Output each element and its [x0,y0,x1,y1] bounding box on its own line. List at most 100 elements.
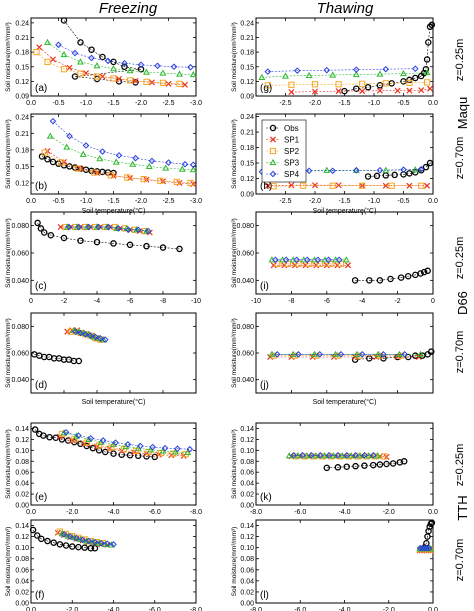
panel-label: (g) [260,83,272,94]
data-point [148,79,156,86]
data-point [181,81,189,88]
panel-label: (d) [35,380,47,391]
data-point [337,351,345,358]
panel-label: (i) [260,281,269,292]
data-point [124,441,132,448]
data-point [325,256,332,264]
x-tick-label: -1.0 [368,100,380,107]
data-point [93,73,101,80]
data-point [361,462,368,469]
data-point [381,453,388,460]
x-tick-label: -0.5 [52,198,64,205]
x-tick-label: -3.0 [190,100,202,107]
site-label-maqu: Maqu [455,97,470,130]
data-point [342,256,350,263]
data-point [335,182,342,189]
y-tick-label: 0.24 [15,20,29,27]
x-tick-label: 0.0 [26,607,36,611]
data-point [420,268,428,276]
data-point [121,60,128,67]
x-tick-label: -6.0 [294,607,306,611]
data-point [64,437,72,444]
series-sp2 [41,149,194,187]
series-line [50,135,194,170]
data-point [174,445,181,453]
panel-h: 0.09 0.12 0.15 0.18 0.21 0.24 -2.5 -2.0 -1.5 -1.0… [231,113,438,215]
data-point [406,79,413,86]
data-point [126,67,134,74]
data-point [391,171,398,179]
data-point [426,159,434,167]
y-tick-label: 0.080 [236,324,254,331]
y-tick-label: 0.12 [15,79,29,86]
data-point [66,132,73,140]
y-tick-label: 0.04 [240,578,254,585]
y-tick-label: 0.02 [15,492,29,499]
data-point [162,164,170,171]
x-tick-label: 0 [29,298,33,305]
data-point [382,80,389,87]
data-point [29,526,37,534]
plot-frame [30,312,197,394]
legend-entry: SP2 [284,147,300,156]
series-sp4 [72,328,109,343]
data-point [285,452,293,459]
y-axis-label: Soil moisture(mm³/mm³) [5,119,12,189]
data-point [293,256,301,264]
series-line [67,329,103,340]
data-point [131,449,138,456]
data-point [323,262,330,269]
data-point [299,451,306,459]
panel-k: 0.00 0.02 0.04 0.06 0.08 0.10 0.12 0.14 -8.0 -6.0… [231,422,438,516]
series-sp4 [55,41,194,71]
data-point [41,149,48,156]
x-tick-label: -2.5 [162,198,174,205]
y-tick-label: 0.06 [15,567,29,574]
x-tick-label: 0 [431,298,435,305]
data-point [380,351,387,358]
y-tick-label: 0.09 [240,192,254,199]
data-point [165,159,172,166]
series-line [63,432,188,453]
plot-frame [255,211,434,295]
x-tick-label: -8 [160,298,166,305]
x-tick-label: -2 [61,298,67,305]
data-point [335,81,342,88]
plot-frame [255,422,434,506]
data-point [81,544,88,551]
data-point [389,460,397,467]
panel-i: 0.040 0.060 0.080 -10 -8 -6 -4 -2 0 Soil moisture… [231,211,435,305]
x-axis-label: Soil temperature(°C) [313,398,377,406]
data-point [316,451,324,459]
series-line [47,150,194,185]
panel-f: 0.00 0.02 0.04 0.06 0.08 0.10 0.12 0.14 0.0 -2.0 -… [5,519,202,611]
data-point [88,46,95,53]
x-tick-label: -0.5 [397,198,409,205]
series-obs [31,426,158,461]
data-point [352,66,360,73]
data-point [44,155,51,163]
x-tick-label: -2.0 [309,100,321,107]
data-point [91,544,99,552]
data-point [335,256,343,264]
data-point [159,79,167,86]
data-point [295,351,302,358]
x-tick-label: -1.0 [80,100,92,107]
y-axis-label: Soil moisture(mm³/mm³) [231,218,238,288]
y-axis-label: Soil moisture(mm³/mm³) [5,429,12,499]
y-tick-label: 0.10 [240,545,254,552]
data-point [60,17,68,24]
data-point [301,453,308,460]
x-tick-label: -8.0 [250,607,262,611]
data-point [157,177,164,184]
x-tick-label: 0.0 [26,100,36,107]
data-point [143,68,150,75]
x-tick-label: -2.0 [309,198,321,205]
data-point [107,541,115,548]
x-tick-label: -2 [394,298,400,305]
y-tick-label: 0.15 [240,161,254,168]
y-tick-label: 0.14 [15,426,29,433]
data-point [187,63,194,71]
y-tick-label: 0.15 [15,64,29,71]
data-point [99,148,106,155]
